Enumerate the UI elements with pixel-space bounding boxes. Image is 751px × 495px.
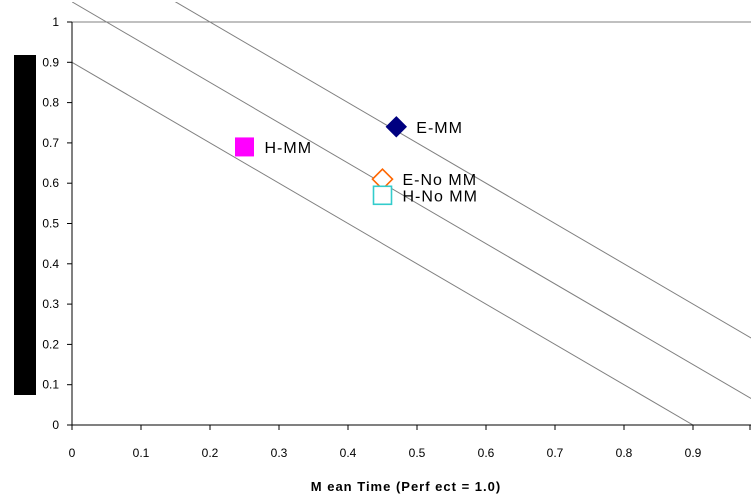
x-tick-label: 0.2	[202, 446, 219, 460]
axes	[67, 21, 751, 430]
y-tick-label: 0.6	[42, 176, 59, 190]
x-tick-labels: 0 0.1 0.2 0.3 0.4 0.5 0.6 0.7 0.8 0.9	[69, 446, 702, 460]
y-tick-label: 0.3	[42, 297, 59, 311]
x-tick-label: 0.7	[547, 446, 564, 460]
y-tick-label: 0.4	[42, 257, 59, 271]
y-tick-label: 0.8	[42, 96, 59, 110]
reference-line-3	[174, 2, 751, 339]
y-tick-label: 0.7	[42, 136, 59, 150]
y-tick-labels: 0 0.1 0.2 0.3 0.4 0.5 0.6 0.7 0.8 0.9 1	[42, 15, 59, 432]
marker-h-no-mm	[372, 185, 393, 206]
y-tick-label: 0	[52, 418, 59, 432]
y-tick-label: 0.2	[42, 337, 59, 351]
point-label-h-mm: H-MM	[265, 140, 313, 157]
y-tick-label: 0.1	[42, 378, 59, 392]
y-tick-label: 1	[52, 15, 59, 29]
x-axis-label: M ean Time (Perf ect = 1.0)	[311, 479, 501, 494]
x-tick-label: 0.9	[685, 446, 702, 460]
data-points: E-MM H-MM E-No MMH-No MM	[235, 116, 478, 206]
reference-line-2	[72, 2, 751, 400]
x-tick-label: 0.4	[340, 446, 357, 460]
point-label-e-no-mm: E-No MM	[403, 172, 478, 189]
reference-line-1	[72, 61, 694, 425]
marker-h-mm	[235, 137, 254, 157]
x-tick-label: 0.1	[133, 446, 150, 460]
y-tick-label: 0.5	[42, 217, 59, 231]
y-tick-label: 0.9	[42, 55, 59, 69]
x-tick-label: 0.8	[616, 446, 633, 460]
marker-e-mm	[385, 116, 408, 138]
x-tick-label: 0.3	[271, 446, 288, 460]
x-tick-label: 0.6	[478, 446, 495, 460]
x-tick-label: 0	[69, 446, 76, 460]
reference-lines	[72, 2, 751, 425]
point-label-h-no-mm: H-No MM	[403, 188, 478, 205]
point-label-e-mm: E-MM	[416, 120, 463, 137]
x-tick-label: 0.5	[409, 446, 426, 460]
y-axis-label-redaction	[14, 55, 36, 395]
